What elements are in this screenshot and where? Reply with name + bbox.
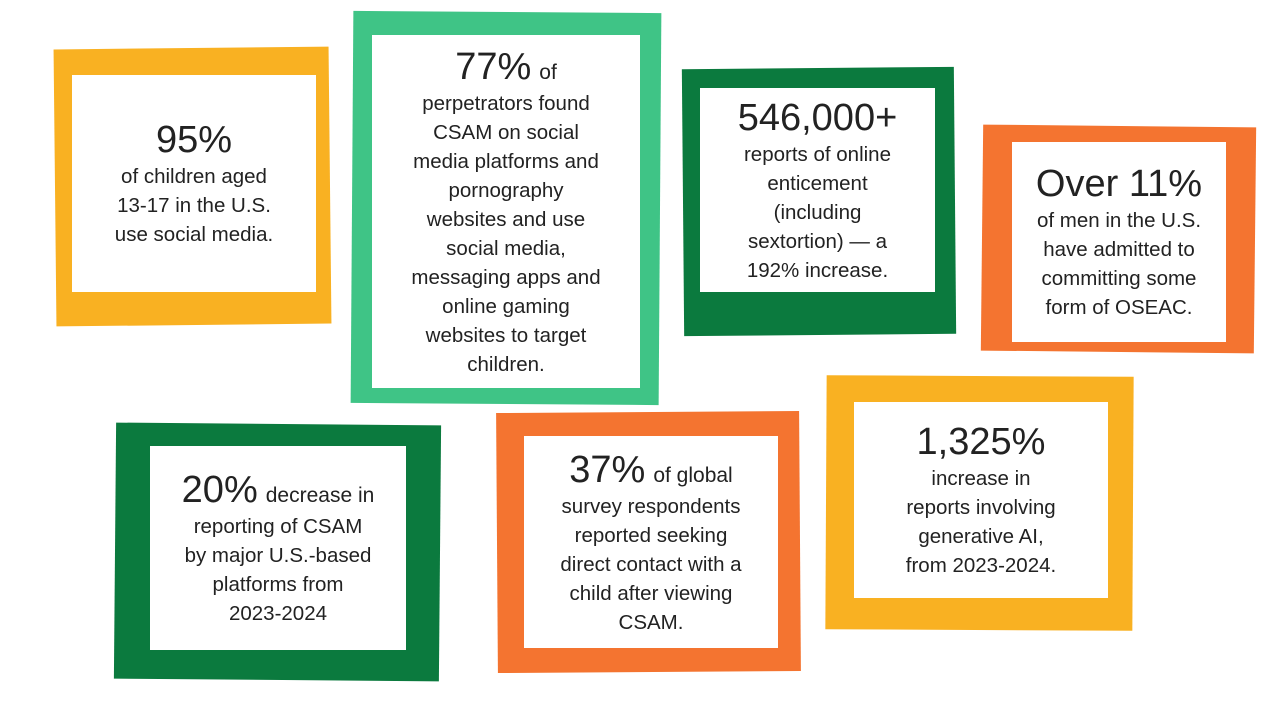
card: 77% of perpetrators found CSAM on social me… (372, 35, 640, 388)
card-text: committing some (1041, 267, 1197, 290)
card: 37% of global survey respondents reported … (524, 436, 778, 648)
stat: 37% (569, 448, 646, 491)
card-text: reports involving (906, 496, 1056, 519)
card-text: CSAM. (618, 610, 684, 634)
card-text: pornography (448, 178, 564, 202)
stat: Over 11% (1035, 163, 1203, 205)
card-headline: 77% of (455, 45, 557, 89)
card-text: by major U.S.-based (184, 544, 372, 567)
stat: 546,000+ (737, 96, 898, 139)
card-text: reporting of CSAM (193, 515, 363, 538)
card-text: reported seeking (574, 523, 728, 547)
stat: 1,325% (916, 421, 1046, 463)
card-headline: 95% (156, 118, 232, 162)
stat: 95% (155, 119, 233, 161)
card-text: websites and use (426, 207, 586, 231)
card-text: child after viewing (569, 581, 733, 605)
card: 95% of children aged 13-17 in the U.S. use … (72, 75, 316, 292)
card-headline: Over 11% (1036, 162, 1202, 206)
card-text: (including (773, 200, 862, 224)
card-text: perpetrators found (422, 91, 590, 115)
card-text: messaging apps and (411, 265, 601, 289)
stat-suffix: decrease in (265, 484, 375, 507)
card-headline: 37% of global (569, 448, 732, 492)
card-text: use social media. (114, 223, 274, 246)
card-text: increase in (931, 467, 1031, 490)
card-text: sextortion) — a (748, 229, 887, 253)
card-text: generative AI, (918, 525, 1044, 548)
stat: 77% (455, 45, 532, 88)
stat: 20% (181, 469, 258, 511)
card-text: from 2023-2024. (905, 554, 1057, 577)
card-text: websites to target (425, 323, 587, 347)
card-headline: 20% decrease in (182, 468, 375, 512)
card-text: of men in the U.S. (1036, 209, 1202, 232)
card-text: children. (467, 352, 545, 376)
card-text: have admitted to (1043, 238, 1195, 261)
card-text: social media, (446, 236, 566, 260)
card-text: reports of online (743, 142, 891, 166)
card: 1,325% increase in reports involving genera… (854, 402, 1108, 598)
card-text: of children aged (121, 165, 267, 188)
card-text: 192% increase. (746, 258, 889, 282)
card-text: CSAM on social (433, 120, 579, 144)
card-text: direct contact with a (560, 552, 742, 576)
card: 20% decrease in reporting of CSAM by major… (150, 446, 406, 650)
card-headline: 546,000+ (738, 96, 898, 140)
card: Over 11% of men in the U.S. have admitted … (1012, 142, 1226, 342)
stat-suffix: of (539, 60, 557, 84)
card-text: enticement (767, 171, 868, 195)
stat-suffix: of global (653, 463, 733, 487)
card-text: online gaming (442, 294, 570, 318)
card-text: 13-17 in the U.S. (117, 194, 271, 217)
card-text: survey respondents (561, 494, 741, 518)
card-headline: 1,325% (917, 420, 1046, 464)
card-text: media platforms and (413, 149, 599, 173)
card-text: 2023-2024 (228, 602, 328, 625)
card: 546,000+ reports of online enticement (incl… (700, 88, 935, 292)
card-text: platforms from (212, 573, 344, 596)
card-text: form of OSEAC. (1045, 296, 1193, 319)
